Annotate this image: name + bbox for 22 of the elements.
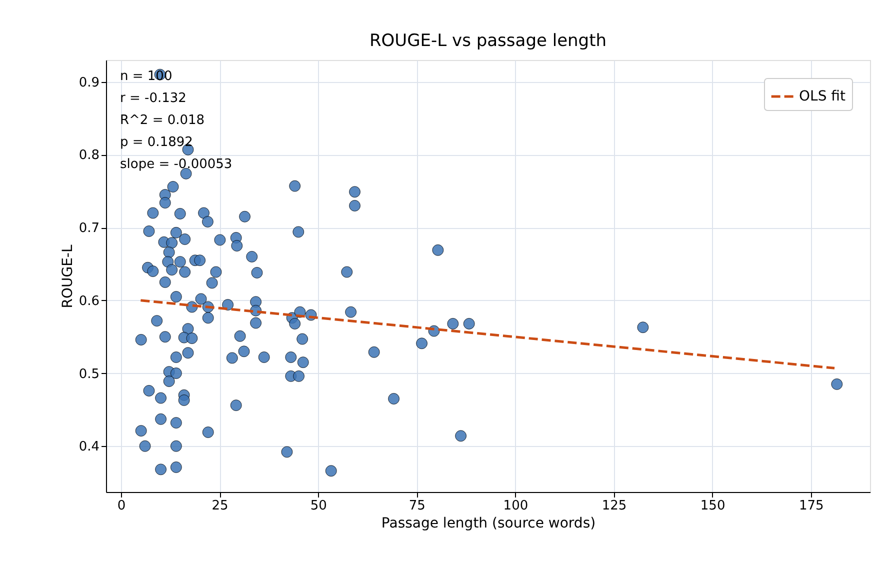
y-tick-label: 0.4 bbox=[78, 440, 100, 455]
annotation: slope = -0.00053 bbox=[120, 157, 232, 172]
annotation: p = 0.1892 bbox=[120, 135, 193, 150]
y-tick-label: 0.6 bbox=[78, 294, 100, 309]
y-tick-label: 0.7 bbox=[78, 221, 100, 236]
x-tick-label: 100 bbox=[503, 498, 528, 514]
chart-title: ROUGE-L vs passage length bbox=[369, 31, 607, 51]
y-tick-label: 0.5 bbox=[78, 366, 100, 382]
x-tick-label: 0 bbox=[117, 498, 126, 514]
x-tick-label: 175 bbox=[798, 498, 824, 514]
annotation: r = -0.132 bbox=[120, 91, 186, 106]
x-tick-label: 75 bbox=[408, 498, 426, 514]
x-tick-label: 150 bbox=[700, 498, 726, 514]
y-tick-label: 0.8 bbox=[78, 148, 100, 164]
annotation: R^2 = 0.018 bbox=[120, 113, 205, 128]
x-tick-label: 50 bbox=[310, 498, 327, 514]
y-axis-title: ROUGE-L bbox=[60, 244, 76, 308]
x-tick-label: 125 bbox=[602, 498, 627, 514]
x-tick-label: 25 bbox=[212, 498, 228, 514]
y-tick-label: 0.9 bbox=[78, 75, 100, 90]
legend-label: OLS fit bbox=[799, 88, 846, 104]
x-axis-title: Passage length (source words) bbox=[381, 516, 596, 532]
